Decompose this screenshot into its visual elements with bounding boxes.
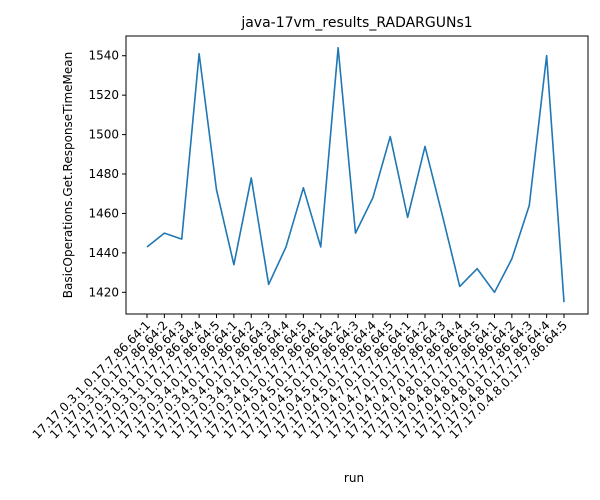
y-axis-label: BasicOperations.Get.ResponseTimeMean [61,52,75,298]
y-tick-label: 1500 [88,128,119,142]
y-tick-label: 1480 [88,167,119,181]
series-line [146,47,565,303]
y-tick-label: 1440 [88,246,119,260]
y-tick-label: 1420 [88,285,119,299]
chart-title: java-17vm_results_RADARGUNs1 [240,15,472,31]
y-tick-label: 1520 [88,88,119,102]
x-axis-label: run [344,471,364,485]
y-tick-label: 1460 [88,206,119,220]
y-axis: 1420 1440 1460 1480 1500 1520 1540 [88,49,126,299]
plot-area [146,47,565,303]
axes-frame [125,35,589,315]
y-tick-label: 1540 [88,49,119,63]
x-axis: 17.17.0.3.1.0.17.7.86.64:117.17.0.3.1.0.… [30,314,570,442]
